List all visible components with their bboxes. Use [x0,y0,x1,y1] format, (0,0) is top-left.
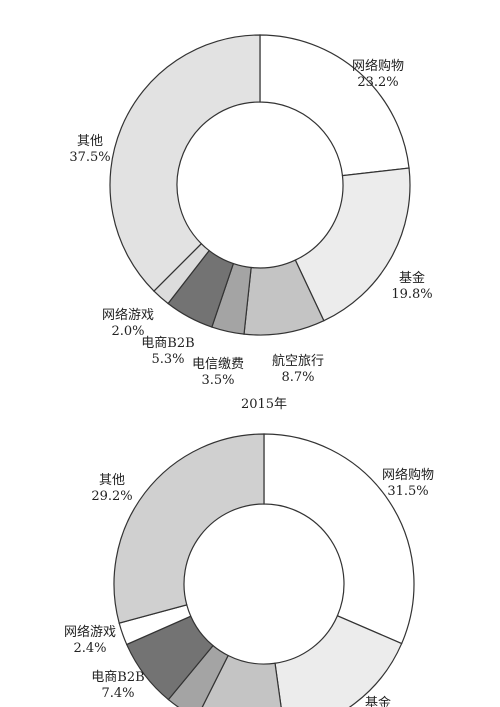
slice-label-0-0: 网络购物 [352,58,404,74]
slice-label-0-6: 其他 [77,134,103,149]
slice-percent-1-0: 31.5% [387,484,428,499]
slice-label-1-4: 电商B2B [91,670,144,685]
slice-percent-0-5: 2.0% [111,324,144,339]
slice-percent-0-0: 23.2% [357,75,398,90]
donut-slice-0-0 [259,34,410,177]
slice-label-1-6: 其他 [99,473,125,488]
donut-slice-1-1 [274,614,403,707]
slice-label-0-4: 电商B2B [141,336,194,351]
slice-label-1-0: 网络购物 [382,467,434,483]
slice-percent-0-6: 37.5% [69,150,110,165]
donut-slice-1-0 [263,433,415,645]
slice-label-0-2: 航空旅行 [272,353,324,369]
slice-label-0-3: 电信缴费 [192,357,244,372]
slice-percent-0-1: 19.8% [391,287,432,302]
slice-label-0-1: 基金 [399,270,425,286]
slice-label-1-5: 网络游戏 [64,624,116,640]
slice-percent-0-4: 5.3% [151,352,184,367]
slice-percent-0-2: 8.7% [281,370,314,385]
slice-percent-0-3: 3.5% [201,373,234,388]
slice-label-0-5: 网络游戏 [102,307,154,323]
slice-percent-1-6: 29.2% [91,489,132,504]
donut-slice-0-6 [109,34,261,292]
chart-caption-2015: 2015年 [241,397,287,412]
slice-percent-1-4: 7.4% [101,686,134,701]
slice-percent-1-5: 2.4% [73,641,106,656]
donut-slice-1-6 [113,433,265,624]
slice-label-1-1: 基金 [365,695,391,707]
donut-slice-0-1 [294,167,411,322]
